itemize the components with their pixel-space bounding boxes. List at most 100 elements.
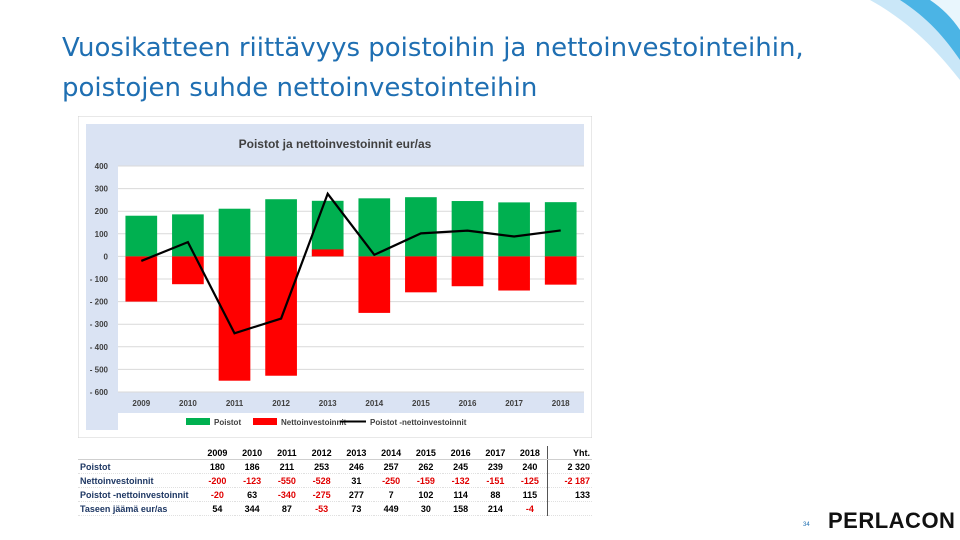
- bar-poistot: [125, 215, 158, 257]
- table-header-2011: 2011: [269, 446, 305, 460]
- table-cell: 54: [212, 503, 223, 514]
- table-cell: 115: [522, 489, 538, 500]
- table-cell: 88: [490, 489, 501, 500]
- table-cell: -340: [277, 489, 296, 500]
- bar-nettoinvestoinnit: [544, 256, 577, 285]
- y-tick-label: - 200: [90, 298, 109, 307]
- table-cell: -275: [312, 489, 331, 500]
- table-row-label: Poistot -nettoinvestoinnit: [80, 489, 189, 500]
- table-header-2012: 2012: [304, 446, 339, 460]
- x-tick-label: 2012: [272, 399, 290, 408]
- y-tick-label: 0: [104, 252, 109, 261]
- y-tick-label: - 600: [90, 388, 109, 397]
- table-cell: 449: [383, 503, 399, 514]
- corner-decoration: [870, 0, 960, 80]
- table-header-total: Yht.: [547, 446, 592, 460]
- table-row: Taseen jäämä eur/as 54 344 87 -53 73 449 30 158 2…: [78, 501, 592, 516]
- table-cell: -132: [451, 475, 470, 486]
- table-cell: 114: [453, 489, 468, 500]
- bar-nettoinvestoinnit: [125, 256, 158, 302]
- y-tick-label: 400: [95, 162, 109, 171]
- legend-label: Poistot -nettoinvestoinnit: [370, 418, 467, 427]
- table-row-label: Poistot: [80, 461, 111, 472]
- y-tick-label: - 100: [90, 275, 109, 284]
- bar-poistot: [172, 214, 204, 257]
- chart-figure: Poistot ja nettoinvestoinnit eur/as 400 30…: [77, 115, 593, 518]
- bar-nettoinvestoinnit: [311, 249, 344, 257]
- table-cell: 257: [383, 461, 399, 472]
- y-tick-label: 200: [95, 207, 109, 216]
- legend-swatch: [253, 418, 277, 425]
- bar-poistot: [265, 199, 297, 257]
- x-tick-label: 2014: [365, 399, 383, 408]
- bar-poistot: [358, 198, 391, 257]
- table-cell: 253: [314, 461, 330, 472]
- legend-swatch: [186, 418, 210, 425]
- table-cell: -550: [277, 475, 296, 486]
- table-header-row: 2009 2010 2011 2012 2013 2014 2015 2016 …: [78, 446, 592, 460]
- x-tick-label: 2013: [319, 399, 337, 408]
- table-cell: -125: [520, 475, 539, 486]
- bar-poistot: [544, 202, 577, 257]
- table-header-2014: 2014: [373, 446, 409, 460]
- table-cell: -123: [243, 475, 262, 486]
- data-table: 2009 2010 2011 2012 2013 2014 2015 2016 …: [78, 446, 592, 516]
- table-cell: -151: [486, 475, 505, 486]
- legend-label: Poistot: [214, 418, 241, 427]
- table-cell: 214: [487, 503, 503, 514]
- data-table-container: 2009 2010 2011 2012 2013 2014 2015 2016 …: [78, 446, 592, 516]
- chart-title: Poistot ja nettoinvestoinnit eur/as: [239, 137, 432, 151]
- table-row-label: Taseen jäämä eur/as: [80, 503, 168, 514]
- table-row: Nettoinvestoinnit -200 -123 -550 -528 31 -250 -…: [78, 473, 592, 488]
- bar-nettoinvestoinnit: [498, 256, 530, 291]
- table-header-2013: 2013: [339, 446, 374, 460]
- table-cell-total: -2 187: [547, 473, 592, 488]
- table-cell: -4: [525, 503, 534, 514]
- table-row-label: Nettoinvestoinnit: [80, 475, 154, 486]
- table-cell: 63: [247, 489, 258, 500]
- page-number: 34: [803, 522, 810, 528]
- table-cell: 262: [418, 461, 434, 472]
- line-poistot-nettoinvestoinnit: [140, 191, 561, 335]
- table-cell: 240: [522, 461, 538, 472]
- table-cell: 211: [279, 461, 295, 472]
- table-cell: 344: [244, 503, 260, 514]
- table-cell: 186: [244, 461, 260, 472]
- x-tick-label: 2010: [179, 399, 197, 408]
- table-cell: -250: [382, 475, 401, 486]
- x-tick-label: 2009: [132, 399, 150, 408]
- table-cell: 73: [351, 503, 362, 514]
- table-cell: 7: [388, 489, 394, 500]
- table-cell-total: 133: [547, 487, 592, 502]
- table-cell: 180: [209, 461, 225, 472]
- legend-label: Nettoinvestoinnit: [281, 418, 347, 427]
- x-tick-label: 2011: [226, 399, 244, 408]
- table-cell-total: 2 320: [547, 459, 592, 474]
- y-tick-label: - 400: [90, 343, 109, 352]
- table-header-2018: 2018: [512, 446, 548, 460]
- table-row: Poistot -nettoinvestoinnit -20 63 -340 -275 2…: [78, 487, 592, 502]
- x-tick-label: 2017: [505, 399, 523, 408]
- table-cell: 87: [281, 503, 292, 514]
- table-header-2015: 2015: [408, 446, 444, 460]
- table-cell: -159: [416, 475, 435, 486]
- y-tick-label: - 500: [90, 365, 109, 374]
- bar-poistot: [498, 202, 530, 257]
- table-cell: 277: [348, 489, 364, 500]
- bar-poistot: [311, 200, 344, 257]
- table-row: Poistot 180 186 211 253 246 257 262 245 239 240 2 3…: [78, 459, 592, 474]
- bar-nettoinvestoinnit: [172, 256, 204, 285]
- table-cell-total: [547, 501, 592, 516]
- table-cell: -53: [315, 503, 329, 514]
- perlacon-logo: PERLACON: [828, 508, 956, 533]
- x-tick-label: 2015: [412, 399, 430, 408]
- table-cell: 158: [453, 503, 469, 514]
- bar-poistot: [218, 208, 251, 257]
- table-cell: 30: [420, 503, 431, 514]
- bar-nettoinvestoinnit: [218, 256, 251, 381]
- table-cell: 246: [348, 461, 364, 472]
- table-cell: 239: [487, 461, 503, 472]
- x-tick-label: 2016: [459, 399, 477, 408]
- bar-nettoinvestoinnit: [451, 256, 484, 287]
- slide-title: Vuosikatteen riittävyys poistoihin ja ne…: [62, 33, 804, 103]
